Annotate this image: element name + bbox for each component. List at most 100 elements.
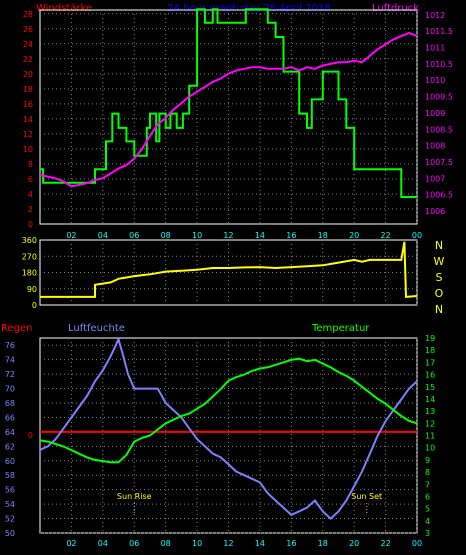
direction-tick-label: 90 (27, 285, 37, 294)
wind-tick-label: 28 (23, 10, 33, 19)
time-tick-label: 00 (412, 231, 422, 240)
compass-label: S (436, 271, 443, 284)
wind-tick-label: 0 (28, 220, 33, 229)
humidity-tick-label: 70 (5, 385, 15, 394)
wind-tick-label: 8 (28, 160, 33, 169)
pressure-tick-label: 1009 (425, 109, 445, 118)
wind-tick-label: 12 (23, 130, 33, 139)
time-tick-label: 10 (192, 539, 202, 548)
wind-tick-label: 16 (23, 100, 33, 109)
humidity-axis-title: Luftfeuchte (68, 323, 125, 334)
pressure-tick-label: 1006.5 (425, 191, 453, 200)
temperature-tick-label: 8 (425, 468, 430, 477)
temperature-line (39, 357, 418, 464)
humidity-tick-label: 76 (5, 341, 15, 350)
temperature-tick-label: 16 (425, 371, 435, 380)
humidity-tick-label: 58 (5, 471, 15, 480)
sun-label: Sun Rise (117, 492, 152, 501)
temperature-tick-label: 18 (425, 346, 435, 355)
humidity-tick-label: 74 (5, 356, 15, 365)
pressure-line (39, 31, 418, 188)
rain-axis-title: Regen (1, 323, 33, 334)
time-tick-label: 04 (98, 539, 108, 548)
wind-speed-line (40, 8, 417, 198)
wind-tick-label: 10 (23, 145, 33, 154)
temperature-tick-label: 19 (425, 334, 435, 343)
pressure-tick-label: 1012 (425, 11, 445, 20)
compass-label: N (435, 239, 443, 252)
temperature-tick-label: 17 (425, 358, 435, 367)
wind-tick-label: 4 (28, 190, 33, 199)
time-tick-label: 12 (223, 539, 233, 548)
temperature-tick-label: 7 (425, 480, 430, 489)
time-tick-label: 08 (161, 231, 171, 240)
rain-axis-zero-label: 0 (28, 431, 33, 440)
humidity-tick-label: 60 (5, 457, 15, 466)
wind-tick-label: 18 (23, 85, 33, 94)
wind-tick-label: 26 (23, 25, 33, 34)
wind-tick-label: 6 (28, 175, 33, 184)
temperature-tick-label: 3 (425, 529, 430, 538)
time-tick-label: 02 (66, 231, 76, 240)
temperature-tick-label: 14 (425, 395, 435, 404)
pressure-tick-label: 1011 (425, 44, 445, 53)
pressure-axis-title: Luftdruck (372, 3, 419, 14)
wind-tick-label: 22 (23, 55, 33, 64)
time-tick-label: 22 (380, 539, 390, 548)
time-tick-label: 16 (286, 231, 296, 240)
temperature-tick-label: 9 (425, 456, 430, 465)
direction-tick-label: 360 (22, 236, 37, 245)
temperature-tick-label: 15 (425, 383, 435, 392)
humidity-line (39, 336, 418, 520)
pressure-tick-label: 1006 (425, 207, 445, 216)
compass-label: W (434, 255, 445, 268)
temperature-axis-title: Temperatur (311, 323, 370, 334)
humidity-tick-label: 66 (5, 413, 15, 422)
humidity-tick-label: 72 (5, 370, 15, 379)
sun-label: Sun Set (351, 492, 382, 501)
pressure-tick-label: 1010 (425, 76, 445, 85)
temperature-tick-label: 11 (425, 432, 435, 441)
pressure-tick-label: 1007 (425, 174, 445, 183)
time-tick-label: 08 (161, 539, 171, 548)
wind-direction-line (40, 241, 418, 298)
time-tick-label: 00 (412, 539, 422, 548)
time-tick-label: 18 (318, 231, 328, 240)
direction-tick-label: 270 (22, 252, 37, 261)
time-tick-label: 14 (255, 231, 265, 240)
time-tick-label: 20 (349, 539, 359, 548)
wind-tick-label: 20 (23, 70, 33, 79)
time-tick-label: 18 (318, 539, 328, 548)
humidity-tick-label: 68 (5, 399, 15, 408)
temperature-tick-label: 6 (425, 492, 430, 501)
time-tick-label: 06 (129, 539, 139, 548)
wind-axis-title: Windstärke (36, 3, 92, 14)
time-tick-label: 12 (223, 231, 233, 240)
time-tick-label: 20 (349, 231, 359, 240)
time-tick-label: 02 (66, 539, 76, 548)
time-tick-label: 14 (255, 539, 265, 548)
humidity-tick-label: 62 (5, 442, 15, 451)
temperature-tick-label: 5 (425, 505, 430, 514)
wind-tick-label: 24 (23, 40, 33, 49)
compass-label: O (435, 287, 444, 300)
humidity-tick-label: 50 (5, 529, 15, 538)
time-tick-label: 04 (98, 231, 108, 240)
pressure-tick-label: 1010.5 (425, 60, 453, 69)
pressure-tick-label: 1007.5 (425, 158, 453, 167)
time-tick-label: 16 (286, 539, 296, 548)
direction-tick-label: 0 (32, 301, 37, 310)
pressure-tick-label: 1009.5 (425, 93, 453, 102)
pressure-tick-label: 1008 (425, 142, 445, 151)
wind-tick-label: 2 (28, 205, 33, 214)
time-tick-label: 22 (380, 231, 390, 240)
temperature-tick-label: 10 (425, 444, 435, 453)
direction-tick-label: 180 (22, 269, 37, 278)
compass-label: N (435, 303, 443, 316)
wind-tick-label: 14 (23, 115, 33, 124)
temperature-tick-label: 13 (425, 407, 435, 416)
humidity-tick-label: 56 (5, 486, 15, 495)
temperature-tick-label: 4 (425, 517, 430, 526)
time-tick-label: 06 (129, 231, 139, 240)
